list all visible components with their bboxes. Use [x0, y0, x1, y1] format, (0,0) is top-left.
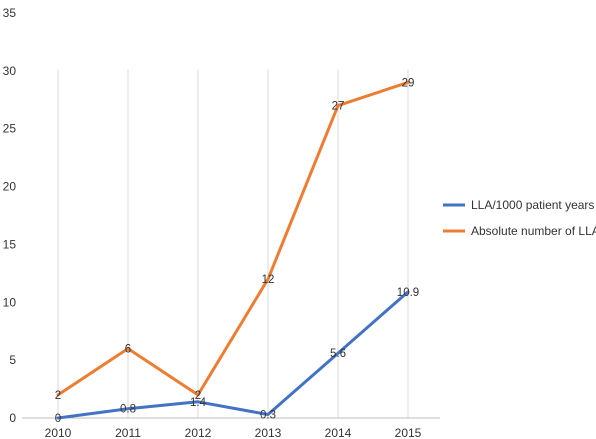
y-tick-label: 20: [3, 180, 17, 194]
series-line-1: [56, 290, 410, 420]
y-tick-label: 5: [9, 353, 16, 367]
y-tick-label: 10: [3, 295, 17, 309]
data-label: 0.3: [260, 410, 276, 422]
data-label: 6: [125, 344, 131, 356]
y-tick-label: 30: [3, 64, 17, 78]
data-label: 0: [55, 413, 61, 425]
x-tick-label: 2015: [395, 426, 422, 439]
series-lines: [56, 80, 410, 420]
data-label: 2: [195, 390, 201, 402]
x-tick-label: 2013: [255, 426, 282, 439]
x-tick-label: 2011: [115, 426, 141, 439]
x-axis-ticks: 2010 2011 2012 2013 2014 2015: [45, 426, 422, 439]
data-label: 29: [402, 77, 415, 89]
data-label: 2: [55, 390, 61, 402]
x-tick-label: 2010: [45, 426, 72, 439]
series-line-2: [56, 80, 410, 397]
data-labels: 0 0.8 1.4 0.3 5.6 10.9 2 6 2 12 27 29: [55, 77, 419, 425]
y-axis-ticks: 0 5 10 15 20 25 30 35: [3, 6, 17, 425]
vertical-gridlines: [57, 69, 409, 418]
y-tick-label: 25: [3, 122, 17, 136]
data-label: 12: [262, 274, 275, 286]
data-label: 10.9: [397, 287, 419, 299]
x-tick-label: 2012: [185, 426, 212, 439]
data-label: 5.6: [330, 348, 346, 360]
data-label: 1.4: [190, 397, 207, 409]
data-label: 0.8: [120, 404, 136, 416]
legend-label-2: Absolute number of LLA: [471, 224, 596, 238]
y-tick-label: 15: [3, 237, 17, 251]
x-tick-label: 2014: [325, 426, 352, 439]
y-tick-label: 35: [3, 6, 17, 20]
legend: LLA/1000 patient years Absolute number of…: [443, 198, 596, 238]
legend-label-1: LLA/1000 patient years: [471, 198, 594, 212]
data-label: 27: [332, 101, 345, 113]
y-tick-label: 0: [9, 411, 16, 425]
